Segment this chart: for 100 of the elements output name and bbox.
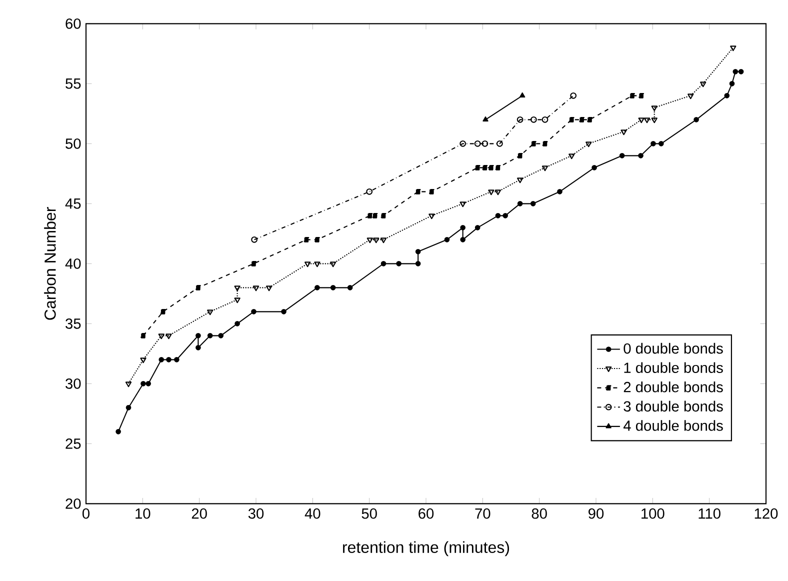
point bbox=[517, 200, 523, 206]
point bbox=[474, 224, 480, 230]
point bbox=[251, 236, 258, 243]
point bbox=[415, 188, 421, 194]
point bbox=[530, 200, 536, 206]
point bbox=[542, 116, 548, 123]
point bbox=[366, 238, 373, 244]
point bbox=[568, 116, 574, 122]
legend-label: 3 double bonds bbox=[624, 400, 723, 412]
point bbox=[330, 284, 336, 290]
point bbox=[234, 286, 240, 292]
point bbox=[116, 428, 121, 434]
point bbox=[460, 236, 466, 242]
point bbox=[304, 262, 311, 268]
y-tick-label: 25 bbox=[66, 438, 81, 449]
x-tick-label: 40 bbox=[304, 508, 320, 519]
x-tick-label: 120 bbox=[754, 508, 778, 519]
x-tick-label: 90 bbox=[588, 508, 604, 519]
point bbox=[732, 68, 738, 74]
point bbox=[620, 130, 627, 136]
point bbox=[304, 236, 310, 242]
point bbox=[218, 332, 224, 338]
point bbox=[415, 260, 421, 266]
point bbox=[252, 286, 260, 292]
point bbox=[166, 356, 172, 362]
point bbox=[494, 190, 502, 196]
point bbox=[460, 224, 466, 230]
point bbox=[347, 284, 353, 290]
point bbox=[586, 142, 592, 148]
x-tick-label: 20 bbox=[192, 508, 207, 519]
point bbox=[488, 190, 494, 196]
point bbox=[460, 140, 466, 147]
y-tick-label: 20 bbox=[66, 498, 81, 509]
point bbox=[542, 166, 548, 172]
legend-label: 0 double bonds bbox=[624, 342, 723, 354]
point bbox=[234, 298, 240, 304]
point bbox=[429, 188, 434, 194]
x-tick-label: 30 bbox=[248, 508, 264, 519]
point bbox=[140, 358, 146, 364]
x-tick-label: 100 bbox=[642, 508, 664, 519]
point bbox=[196, 344, 201, 350]
point bbox=[380, 238, 387, 244]
point bbox=[650, 140, 656, 146]
x-tick-label: 70 bbox=[475, 508, 490, 519]
point bbox=[251, 308, 256, 314]
point bbox=[638, 152, 644, 158]
point bbox=[207, 310, 214, 316]
point bbox=[694, 116, 699, 122]
point bbox=[160, 308, 166, 314]
point bbox=[729, 80, 735, 86]
point bbox=[530, 116, 537, 123]
point bbox=[592, 164, 597, 170]
point bbox=[140, 332, 146, 338]
point bbox=[568, 154, 575, 160]
x-tick-label: 110 bbox=[698, 508, 720, 519]
point bbox=[619, 152, 625, 158]
x-tick-label: 0 bbox=[82, 508, 90, 519]
point bbox=[651, 106, 658, 112]
point bbox=[587, 116, 592, 122]
point bbox=[380, 212, 386, 218]
point bbox=[146, 380, 152, 386]
point bbox=[482, 140, 488, 147]
point bbox=[140, 380, 146, 386]
y-tick-label: 50 bbox=[66, 138, 81, 149]
y-tick-label: 60 bbox=[66, 18, 81, 29]
point bbox=[516, 116, 524, 123]
point bbox=[570, 92, 577, 99]
point bbox=[330, 262, 336, 268]
legend-label: 4 double bonds bbox=[623, 420, 723, 431]
point bbox=[415, 248, 421, 254]
point bbox=[738, 68, 744, 74]
point bbox=[516, 178, 524, 184]
y-axis-title: Carbon Number bbox=[44, 207, 56, 320]
x-tick-label: 80 bbox=[532, 508, 547, 519]
point bbox=[474, 164, 480, 170]
point bbox=[444, 236, 450, 242]
point bbox=[158, 356, 164, 362]
point bbox=[644, 118, 650, 124]
point bbox=[495, 164, 501, 170]
point bbox=[700, 82, 706, 88]
point bbox=[373, 238, 380, 244]
point bbox=[174, 356, 180, 362]
point bbox=[166, 334, 172, 340]
point bbox=[502, 212, 508, 218]
point bbox=[367, 212, 373, 218]
y-tick-label: 55 bbox=[66, 78, 81, 89]
point bbox=[380, 260, 386, 266]
y-tick-label: 35 bbox=[66, 318, 81, 329]
point bbox=[460, 202, 466, 208]
point bbox=[474, 140, 481, 147]
point bbox=[651, 118, 658, 124]
point bbox=[196, 284, 201, 290]
point bbox=[266, 286, 272, 292]
point bbox=[482, 164, 488, 170]
point bbox=[638, 92, 644, 98]
point bbox=[531, 140, 536, 146]
x-axis-title: retention time (minutes) bbox=[343, 541, 510, 556]
x-tick-label: 10 bbox=[136, 508, 150, 519]
point bbox=[495, 212, 501, 218]
point bbox=[658, 140, 664, 146]
